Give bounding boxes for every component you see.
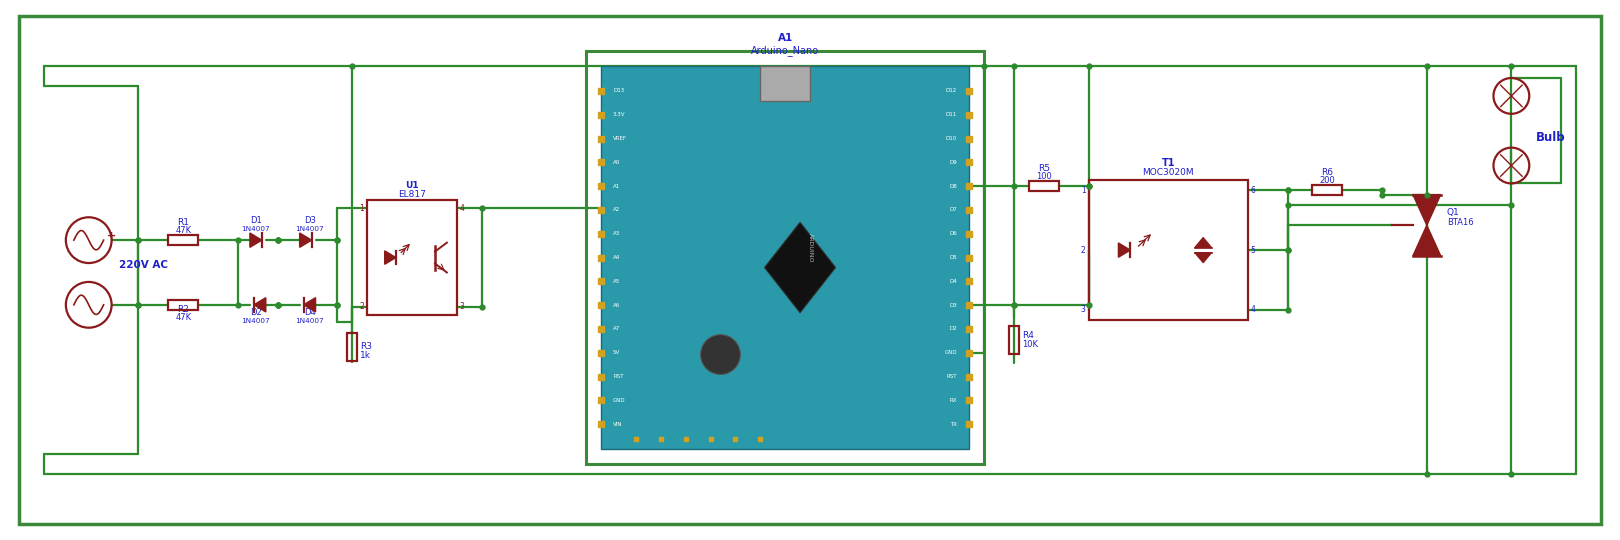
Text: 1N4007: 1N4007 bbox=[295, 318, 324, 323]
Text: D5: D5 bbox=[949, 255, 957, 260]
Text: 5V: 5V bbox=[612, 350, 620, 355]
Text: 3.3V: 3.3V bbox=[612, 112, 625, 117]
Text: R5: R5 bbox=[1038, 164, 1050, 173]
Text: A1: A1 bbox=[612, 184, 620, 188]
Text: BTA16: BTA16 bbox=[1447, 218, 1473, 227]
Text: 6: 6 bbox=[1251, 186, 1256, 195]
Text: A3: A3 bbox=[612, 231, 620, 237]
Text: D10: D10 bbox=[946, 136, 957, 141]
Bar bbox=[586, 51, 983, 464]
Text: D8: D8 bbox=[949, 184, 957, 188]
Text: A1: A1 bbox=[778, 33, 792, 43]
Text: A0: A0 bbox=[612, 160, 620, 165]
Text: D6: D6 bbox=[949, 231, 957, 237]
Text: 10K: 10K bbox=[1022, 340, 1038, 349]
Text: D4: D4 bbox=[949, 279, 957, 284]
Text: 2: 2 bbox=[360, 302, 364, 311]
Text: 100: 100 bbox=[1035, 172, 1051, 181]
Text: 47K: 47K bbox=[175, 313, 191, 322]
Bar bbox=[1029, 181, 1059, 191]
Text: D2: D2 bbox=[949, 327, 957, 332]
Text: D1: D1 bbox=[249, 216, 262, 225]
Text: T1: T1 bbox=[1162, 158, 1174, 167]
Text: U1: U1 bbox=[405, 181, 420, 191]
Bar bbox=[368, 200, 457, 315]
Bar bbox=[1089, 180, 1247, 320]
Polygon shape bbox=[1194, 253, 1212, 263]
Text: 1k: 1k bbox=[360, 351, 371, 360]
Text: 3: 3 bbox=[1081, 305, 1085, 314]
Bar bbox=[168, 300, 198, 310]
Text: Q1: Q1 bbox=[1447, 208, 1460, 217]
Polygon shape bbox=[1118, 243, 1131, 257]
Bar bbox=[1009, 326, 1019, 354]
Text: D4: D4 bbox=[303, 308, 316, 317]
Text: 1N4007: 1N4007 bbox=[241, 226, 271, 232]
Bar bbox=[1312, 185, 1343, 195]
Text: 1: 1 bbox=[1081, 186, 1085, 195]
Polygon shape bbox=[765, 222, 836, 313]
Text: 4: 4 bbox=[1251, 305, 1256, 314]
Text: 4: 4 bbox=[460, 204, 465, 213]
Text: 1N4007: 1N4007 bbox=[241, 318, 271, 323]
Text: D9: D9 bbox=[949, 160, 957, 165]
Polygon shape bbox=[303, 298, 316, 312]
Bar bbox=[168, 235, 198, 245]
Text: RST: RST bbox=[612, 374, 624, 379]
Polygon shape bbox=[384, 251, 395, 264]
Text: VIN: VIN bbox=[612, 422, 622, 427]
Text: A2: A2 bbox=[612, 207, 620, 212]
Text: D3: D3 bbox=[303, 216, 316, 225]
Text: 47K: 47K bbox=[175, 226, 191, 235]
Text: 220V AC: 220V AC bbox=[118, 260, 167, 270]
Text: D2: D2 bbox=[249, 308, 262, 317]
Text: 1N4007: 1N4007 bbox=[295, 226, 324, 232]
Text: A5: A5 bbox=[612, 279, 620, 284]
Polygon shape bbox=[249, 233, 262, 247]
Text: RST: RST bbox=[946, 374, 957, 379]
Text: A4: A4 bbox=[612, 255, 620, 260]
Text: EL817: EL817 bbox=[399, 191, 426, 199]
Text: A7: A7 bbox=[612, 327, 620, 332]
Polygon shape bbox=[1413, 194, 1440, 225]
Text: D3: D3 bbox=[949, 303, 957, 308]
Text: A6: A6 bbox=[612, 303, 620, 308]
Circle shape bbox=[700, 335, 740, 374]
Bar bbox=[760, 66, 810, 101]
Text: ARDUINO: ARDUINO bbox=[807, 233, 813, 262]
Polygon shape bbox=[1194, 238, 1212, 247]
Bar bbox=[601, 66, 969, 449]
Text: RX: RX bbox=[949, 398, 957, 403]
Text: 200: 200 bbox=[1319, 177, 1335, 185]
Bar bbox=[347, 333, 358, 361]
Text: R2: R2 bbox=[177, 305, 190, 314]
Text: R4: R4 bbox=[1022, 330, 1034, 340]
Text: GND: GND bbox=[612, 398, 625, 403]
Text: +: + bbox=[107, 231, 117, 241]
Text: R3: R3 bbox=[360, 342, 373, 351]
Polygon shape bbox=[300, 233, 311, 247]
Text: D7: D7 bbox=[949, 207, 957, 212]
Text: GND: GND bbox=[944, 350, 957, 355]
Text: Bulb: Bulb bbox=[1536, 131, 1567, 144]
Text: Arduino_Nano: Arduino_Nano bbox=[752, 45, 820, 56]
Text: D12: D12 bbox=[946, 89, 957, 93]
Text: VREF: VREF bbox=[612, 136, 627, 141]
Text: 5: 5 bbox=[1251, 246, 1256, 254]
Text: TX: TX bbox=[951, 422, 957, 427]
Text: D11: D11 bbox=[946, 112, 957, 117]
Text: 1: 1 bbox=[360, 204, 364, 213]
Text: R1: R1 bbox=[177, 218, 190, 227]
Text: D13: D13 bbox=[612, 89, 624, 93]
Text: MOC3020M: MOC3020M bbox=[1142, 168, 1194, 178]
Text: 2: 2 bbox=[1081, 246, 1085, 254]
Polygon shape bbox=[254, 298, 266, 312]
Text: 3: 3 bbox=[460, 302, 465, 311]
Text: R6: R6 bbox=[1322, 168, 1333, 178]
Polygon shape bbox=[1413, 225, 1440, 256]
